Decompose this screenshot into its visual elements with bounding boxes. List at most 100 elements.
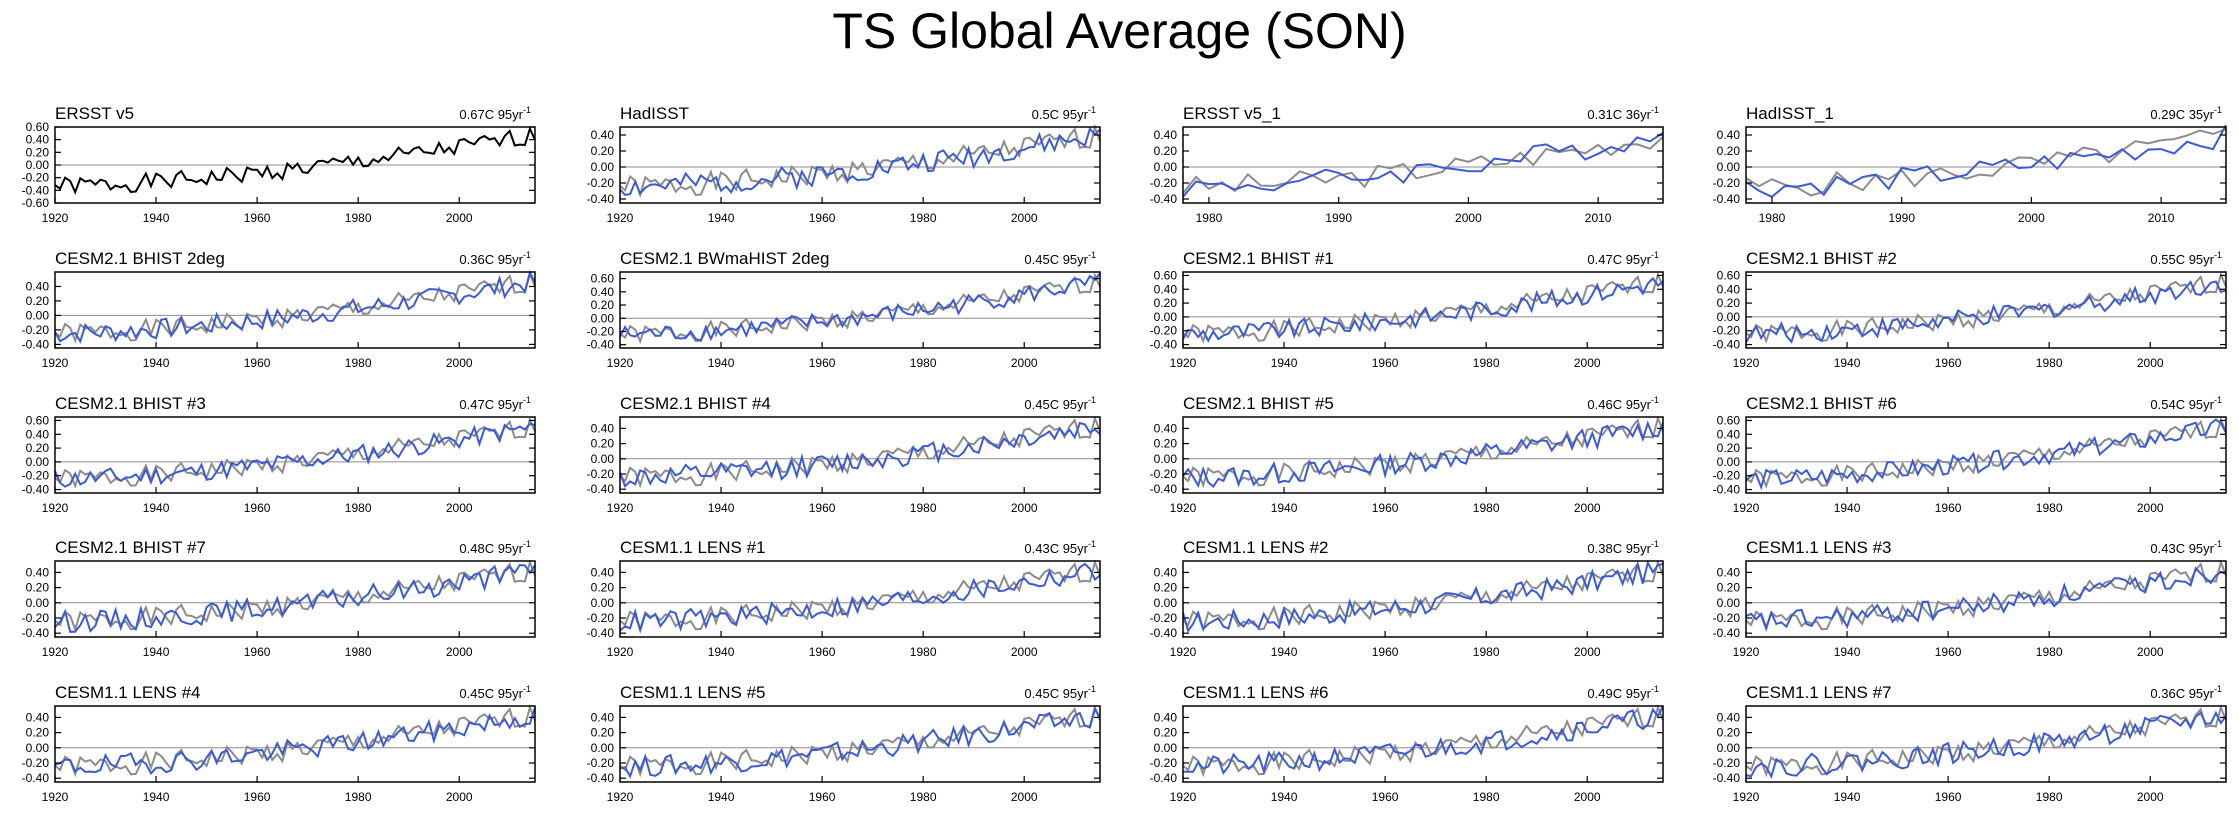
x-tick-label: 2000 [1011,501,1038,515]
trend-label: 0.45C 95yr-1 [1024,395,1096,412]
x-tick-label: 1960 [244,645,271,659]
x-tick-label: 1940 [1834,501,1861,515]
x-tick-label: 1920 [1733,356,1760,370]
series-line-sim [619,126,1101,196]
y-tick-label: 0.40 [26,710,50,724]
x-tick-label: 1980 [2036,356,2063,370]
x-tick-label: 1960 [1372,356,1399,370]
x-tick-label: 1960 [809,645,836,659]
y-tick-label: 0.00 [1717,741,1741,755]
x-tick-label: 1920 [607,211,634,225]
x-tick-label: 2010 [2148,211,2175,225]
panel-12: CESM2.1 BHIST #7 0.48C 95yr-1 0.40 0.200.00… [22,538,536,659]
x-tick-label: 1980 [1473,501,1500,515]
x-tick-label: 1980 [1473,356,1500,370]
y-tick-label: -0.40 [22,183,50,197]
y-tick-label: 0.40 [26,427,50,441]
y-tick-label: 0.20 [1154,726,1178,740]
y-tick-label: 0.20 [1717,441,1741,455]
x-tick-label: 1940 [1271,790,1298,804]
trend-label: 0.47C 95yr-1 [459,395,531,412]
x-tick-label: 1940 [1271,501,1298,515]
series-line-sim [54,269,536,344]
x-tick-label: 1940 [1271,645,1298,659]
y-tick-label: 0.40 [1154,282,1178,296]
series-line-ref [619,272,1101,344]
x-tick-label: 1980 [910,790,937,804]
x-tick-label: 1960 [809,501,836,515]
trend-label: 0.54C 95yr-1 [2150,395,2222,412]
series-line-ref [1182,703,1664,778]
panel-title: CESM1.1 LENS #4 [55,683,201,702]
x-tick-label: 1920 [1733,790,1760,804]
x-tick-label: 1920 [607,790,634,804]
panel-title: HadISST [620,104,689,123]
panel-3: HadISST_1 0.29C 35yr-1 0.40 0.20 0.00 -0.20 -0… [1713,104,2227,225]
y-tick-label: 0.40 [591,565,615,579]
x-tick-label: 1920 [1170,501,1197,515]
panel-4: CESM2.1 BHIST 2deg 0.36C 95yr-1 0.400.200.… [22,249,536,370]
x-tick-label: 1960 [1935,356,1962,370]
panel-18: CESM1.1 LENS #6 0.49C 95yr-10.400.200.00-… [1150,683,1664,804]
x-tick-label: 2000 [1574,501,1601,515]
series-line-sim [619,706,1101,779]
y-tick-label: -0.40 [1713,771,1741,785]
series-line-ref [619,558,1101,633]
y-tick-label: 0.00 [1154,596,1178,610]
y-tick-label: 0.20 [1154,144,1178,158]
trend-label: 0.29C 35yr-1 [2150,105,2222,122]
plot-frame [54,560,536,638]
x-tick-label: 1960 [1935,790,1962,804]
trend-label: 0.45C 95yr-1 [1024,684,1096,701]
series-line-ref [1182,414,1664,489]
y-tick-label: 0.40 [591,128,615,142]
x-tick-label: 1980 [345,501,372,515]
panel-title: CESM2.1 BHIST #3 [55,394,206,413]
x-tick-label: 1980 [910,645,937,659]
y-tick-label: 0.20 [26,441,50,455]
panel-title: CESM2.1 BHIST 2deg [55,249,225,268]
y-tick-label: -0.20 [1713,756,1741,770]
x-tick-label: 1980 [2036,645,2063,659]
y-tick-label: 0.40 [1717,128,1741,142]
x-tick-label: 1980 [1196,211,1223,225]
x-tick-label: 1940 [143,356,170,370]
y-tick-label: 0.00 [26,741,50,755]
panel-5: CESM2.1 BWmaHIST 2deg 0.45C 95yr-1 0.600.4… [587,249,1101,370]
panel-10: CESM2.1 BHIST #5 0.46C 95yr-1 0.40 0.200.00… [1150,394,1664,515]
x-tick-label: 1980 [345,211,372,225]
trend-label: 0.31C 36yr-1 [1587,105,1659,122]
x-tick-label: 1990 [1888,211,1915,225]
series-line-ref [1182,136,1664,194]
x-tick-label: 1920 [42,211,69,225]
plot-frame [1182,271,1664,349]
series-line-sim [619,562,1101,634]
panel-2: ERSST v5_1 0.31C 36yr-1 0.40 0.20 0.00 -0.20 -… [1150,104,1664,225]
y-tick-label: 0.20 [1717,296,1741,310]
series-line-ref [1182,558,1664,633]
x-tick-label: 1990 [1325,211,1352,225]
plot-frame [54,416,536,494]
series-line-sim [1182,276,1664,343]
y-tick-label: 0.40 [1154,128,1178,142]
panel-9: CESM2.1 BHIST #4 0.45C 95yr-1 0.40 0.200.00… [587,394,1101,515]
x-tick-label: 1940 [1834,645,1861,659]
y-tick-label: 0.00 [1717,160,1741,174]
plot-frame [619,126,1101,204]
y-tick-label: 0.40 [1717,565,1741,579]
x-tick-label: 1940 [708,501,735,515]
x-tick-label: 1920 [607,356,634,370]
y-tick-label: -0.40 [1150,626,1178,640]
y-tick-label: 0.20 [26,581,50,595]
x-tick-label: 2000 [2137,356,2164,370]
series-line-ref [1745,558,2227,633]
y-tick-label: -0.20 [1150,756,1178,770]
panel-title: CESM1.1 LENS #6 [1183,683,1329,702]
trend-label: 0.36C 95yr-1 [2150,684,2222,701]
y-tick-label: 0.20 [1717,581,1741,595]
trend-label: 0.47C 95yr-1 [1587,250,1659,267]
x-tick-label: 1960 [809,356,836,370]
series-line-ref [1745,271,2227,344]
x-tick-label: 2000 [1574,645,1601,659]
trend-label: 0.45C 95yr-1 [1024,250,1096,267]
